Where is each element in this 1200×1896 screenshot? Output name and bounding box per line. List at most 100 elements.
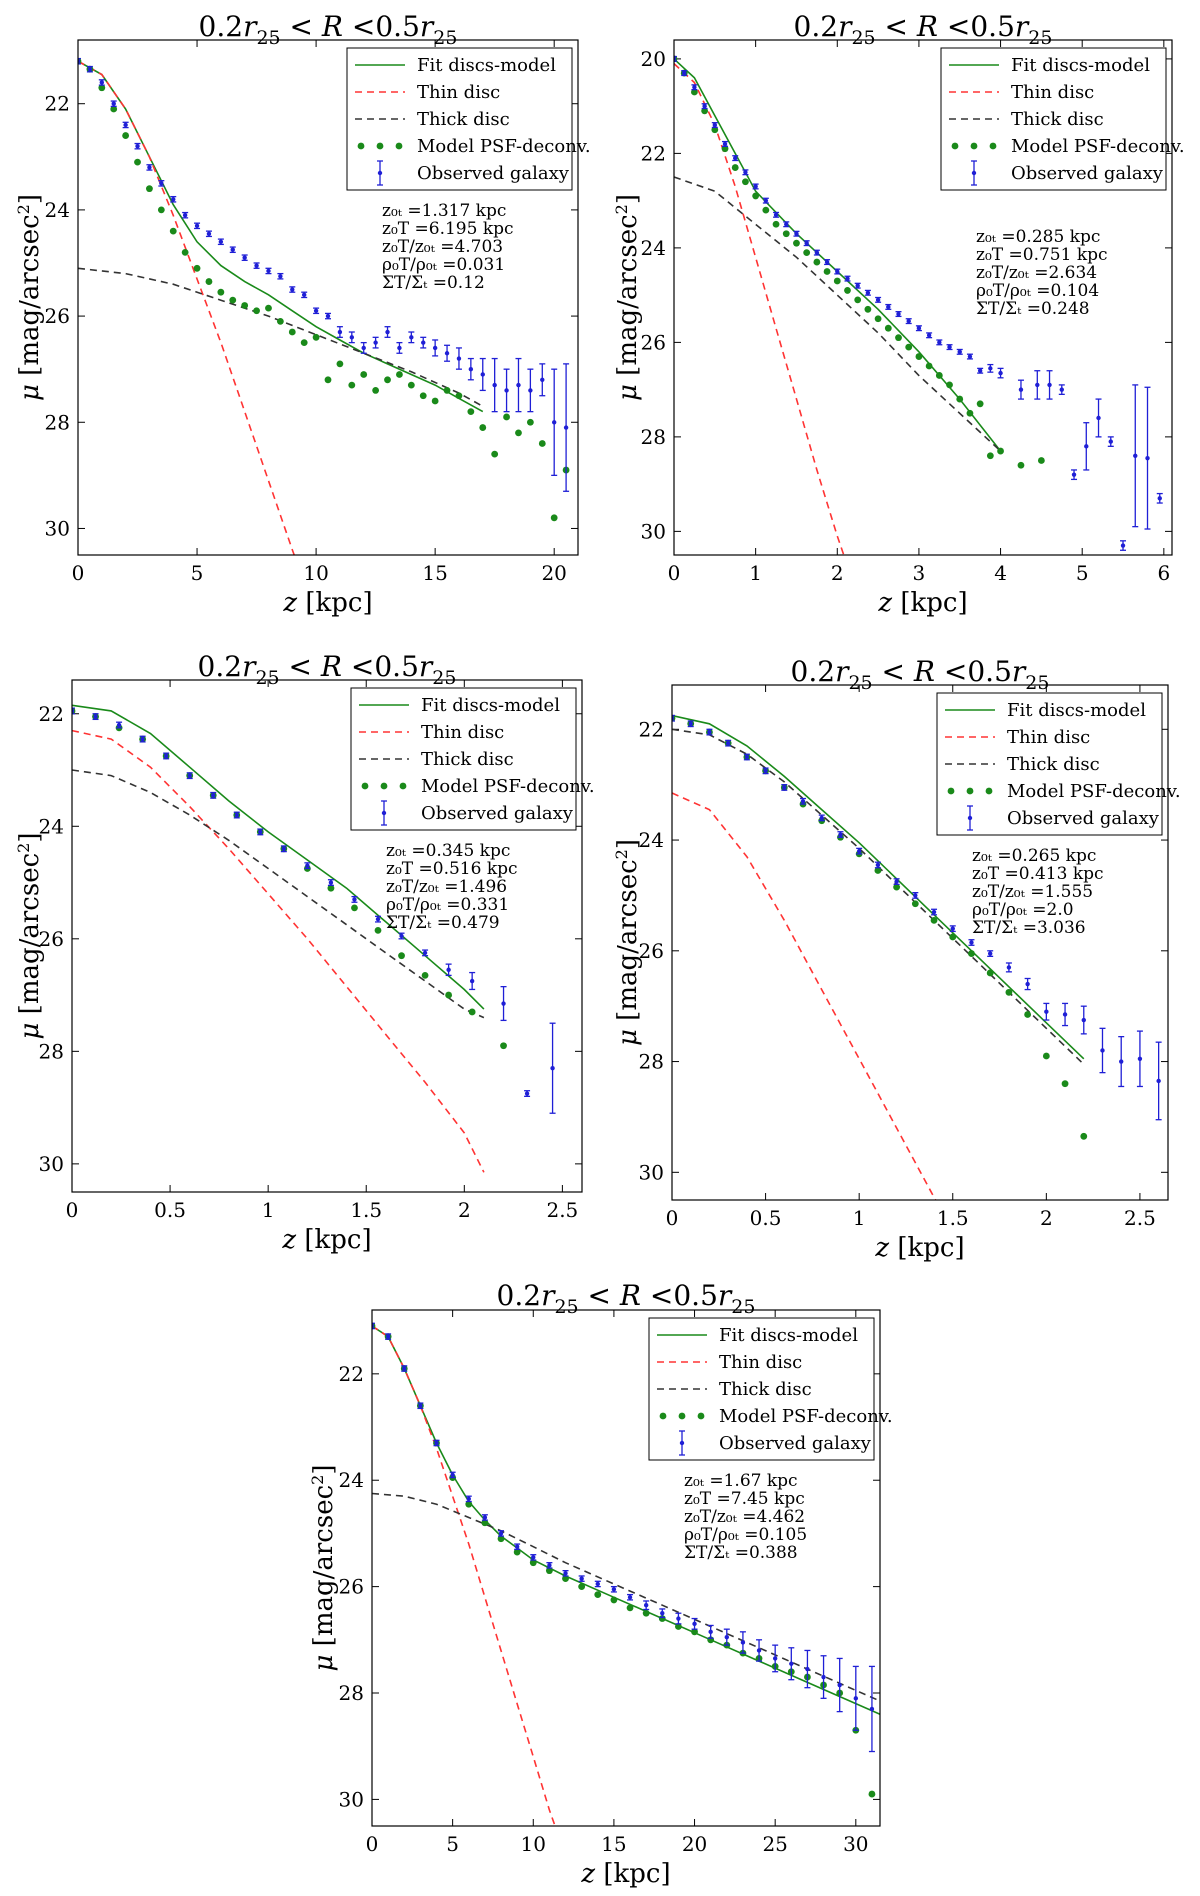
x-axis-label: z [kpc] [874,1233,964,1263]
psf-model-point [874,315,882,323]
plot-area [372,1322,880,1826]
x-tick-label: 1 [262,1198,275,1222]
y-tick-label: 26 [639,939,664,963]
psf-model-point [803,249,811,257]
legend-label: Thick disc [421,749,514,770]
observed-point [740,1640,746,1645]
psf-model-point [854,296,862,304]
observed-point [722,141,728,147]
psf-model-point [893,883,901,891]
psf-model-point [497,1535,505,1543]
observed-point [763,198,769,203]
observed-point [1108,439,1113,444]
chart-title: 0.2r25 < R <0.5r25 [199,10,458,49]
psf-model-point [968,950,975,957]
x-tick-label: 1 [853,1206,866,1230]
axes-frame [671,684,1169,1201]
plot-area [78,57,570,555]
observed-point [875,862,881,868]
x-tick-label: 0 [668,561,681,585]
fit-parameter: z₀T/z₀ₜ =1.555 [972,882,1093,902]
observed-point [838,832,843,837]
axes-frame [371,1309,881,1827]
observed-point [305,863,310,868]
y-axis-label: μ [mag/arcsec2] [14,833,45,1040]
observed-point [756,1648,762,1653]
observed-point [501,1001,506,1006]
chart-panel-2: 0.2r25 < R <0.5r25 0 1 2 3 4 5 6 20 22 24 26 28 30 z [… [612,10,1185,618]
legend-label: Thick disc [1011,109,1104,130]
psf-model-point [374,926,382,934]
x-tick-label: 20 [682,1832,707,1856]
plot-area [72,704,556,1173]
observed-point [855,283,860,288]
observed-point [988,366,993,371]
thick-disc-line [372,1492,880,1702]
psf-model-point [823,268,831,275]
observed-point [998,370,1003,376]
y-tick-label: 30 [339,1787,364,1811]
x-tick-label: 30 [843,1832,868,1856]
observed-point [397,345,402,351]
axes-frame [71,679,583,1193]
x-axis-label: z [kpc] [580,1859,670,1889]
fit-parameter: z₀T =0.516 kpc [386,859,518,879]
x-tick-label: 10 [521,1832,546,1856]
observed-point [234,812,239,818]
psf-model-point [468,1008,476,1016]
observed-point [753,184,758,189]
observed-point [845,276,850,281]
observed-point [325,313,331,319]
fit-parameter: ΣT/Σₜ =3.036 [972,918,1086,938]
observed-point [660,1611,665,1616]
fit-model-line [672,714,1085,1060]
observed-point [1006,965,1012,970]
observed-point [913,893,918,898]
observed-point [1044,1009,1049,1014]
psf-model-point [181,248,189,256]
observed-point [531,1555,536,1560]
observed-point [937,340,942,345]
thin-disc-line [372,1325,556,1826]
observed-point [869,1706,875,1712]
legend-label: Observed galaxy [421,803,574,824]
observed-point [349,335,355,340]
observed-point [504,388,509,393]
legend-marker [376,142,384,150]
observed-point [516,382,521,388]
observed-point [708,1629,713,1635]
y-tick-label: 30 [39,1152,64,1176]
x-axis-label: z [kpc] [282,588,372,618]
psf-model-point [265,304,272,312]
y-tick-label: 22 [639,717,664,741]
psf-model-point [550,514,558,522]
y-tick-label: 26 [45,304,70,328]
psf-model-point [782,230,790,238]
psf-model-point [479,424,487,431]
legend-label: Model PSF-deconv. [417,136,591,157]
psf-model-point [711,126,719,134]
x-tick-label: 0.5 [154,1198,186,1222]
observed-point [194,223,200,229]
observed-point [931,909,937,915]
observed-point [313,308,319,313]
fit-model-line [72,704,485,1010]
fit-parameter: z₀ₜ =0.345 kpc [386,841,510,861]
observed-point [969,940,974,945]
psf-model-point [545,1567,553,1575]
thin-disc-line [672,792,937,1200]
observed-point [627,1595,633,1600]
observed-point [800,799,806,804]
x-tick-label: 0 [366,1832,379,1856]
observed-point [492,382,497,388]
observed-point [163,753,169,759]
observed-point [547,1563,552,1568]
legend-marker [947,787,955,795]
legend-marker [361,782,369,790]
observed-point [218,239,224,244]
psf-model-point [864,305,872,313]
x-tick-label: 10 [303,561,328,585]
psf-model-point [793,239,800,247]
observed-point [480,372,485,377]
